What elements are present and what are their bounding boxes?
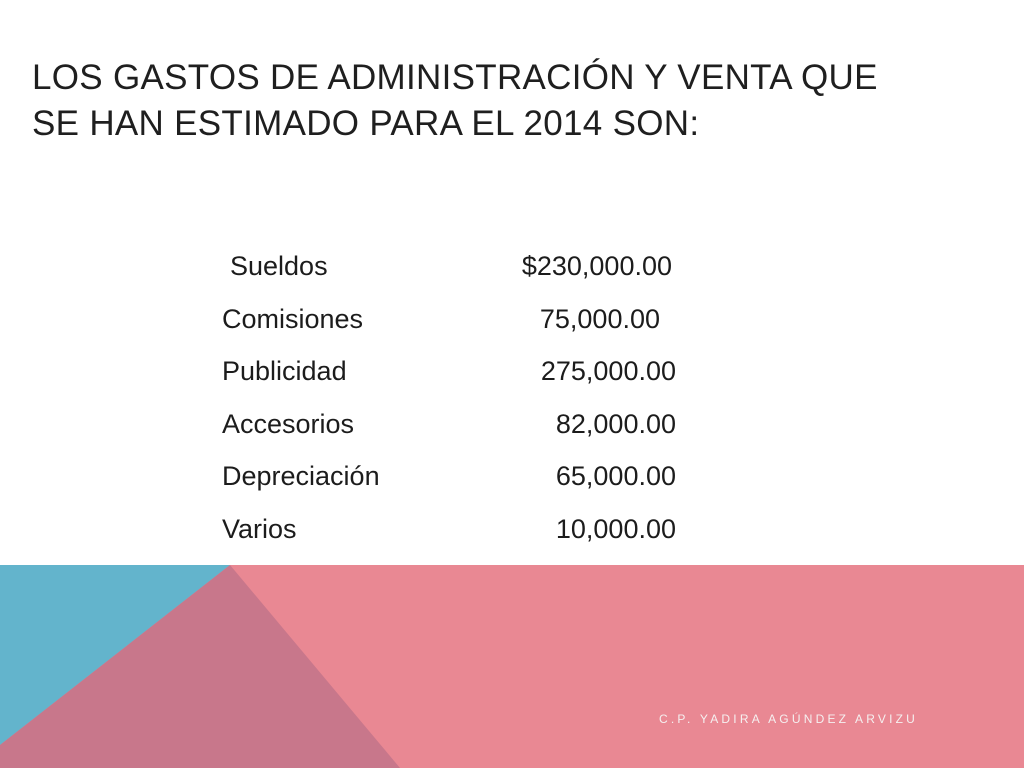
decorative-banner xyxy=(0,565,1024,768)
author-footer: C.P. YADIRA AGÚNDEZ ARVIZU xyxy=(659,712,919,726)
expense-concept: Accesorios xyxy=(222,408,355,439)
expense-amount: 65,000.00 xyxy=(555,461,676,491)
expense-amount: 275,000.00 xyxy=(540,356,676,386)
slide-title-line-1: LOS GASTOS DE ADMINISTRACIÓN Y VENTA QUE xyxy=(32,58,878,97)
expense-concept: Publicidad xyxy=(222,356,347,386)
expense-amount: 82,000.00 xyxy=(555,408,676,439)
slide-title: LOS GASTOS DE ADMINISTRACIÓN Y VENTA QUE… xyxy=(32,55,992,147)
banner-mauve-triangle xyxy=(0,565,400,768)
slide-title-line-2: SE HAN ESTIMADO PARA EL 2014 SON: xyxy=(32,104,700,143)
expense-amount: $230,000.00 xyxy=(521,251,672,281)
expense-concept: Depreciación xyxy=(222,461,380,491)
expense-concept: Varios xyxy=(222,513,297,544)
expense-amount: 10,000.00 xyxy=(555,513,676,544)
expense-concept: Comisiones xyxy=(222,303,364,334)
expense-amount: 75,000.00 xyxy=(539,303,660,334)
expense-concept: Sueldos xyxy=(230,251,328,281)
